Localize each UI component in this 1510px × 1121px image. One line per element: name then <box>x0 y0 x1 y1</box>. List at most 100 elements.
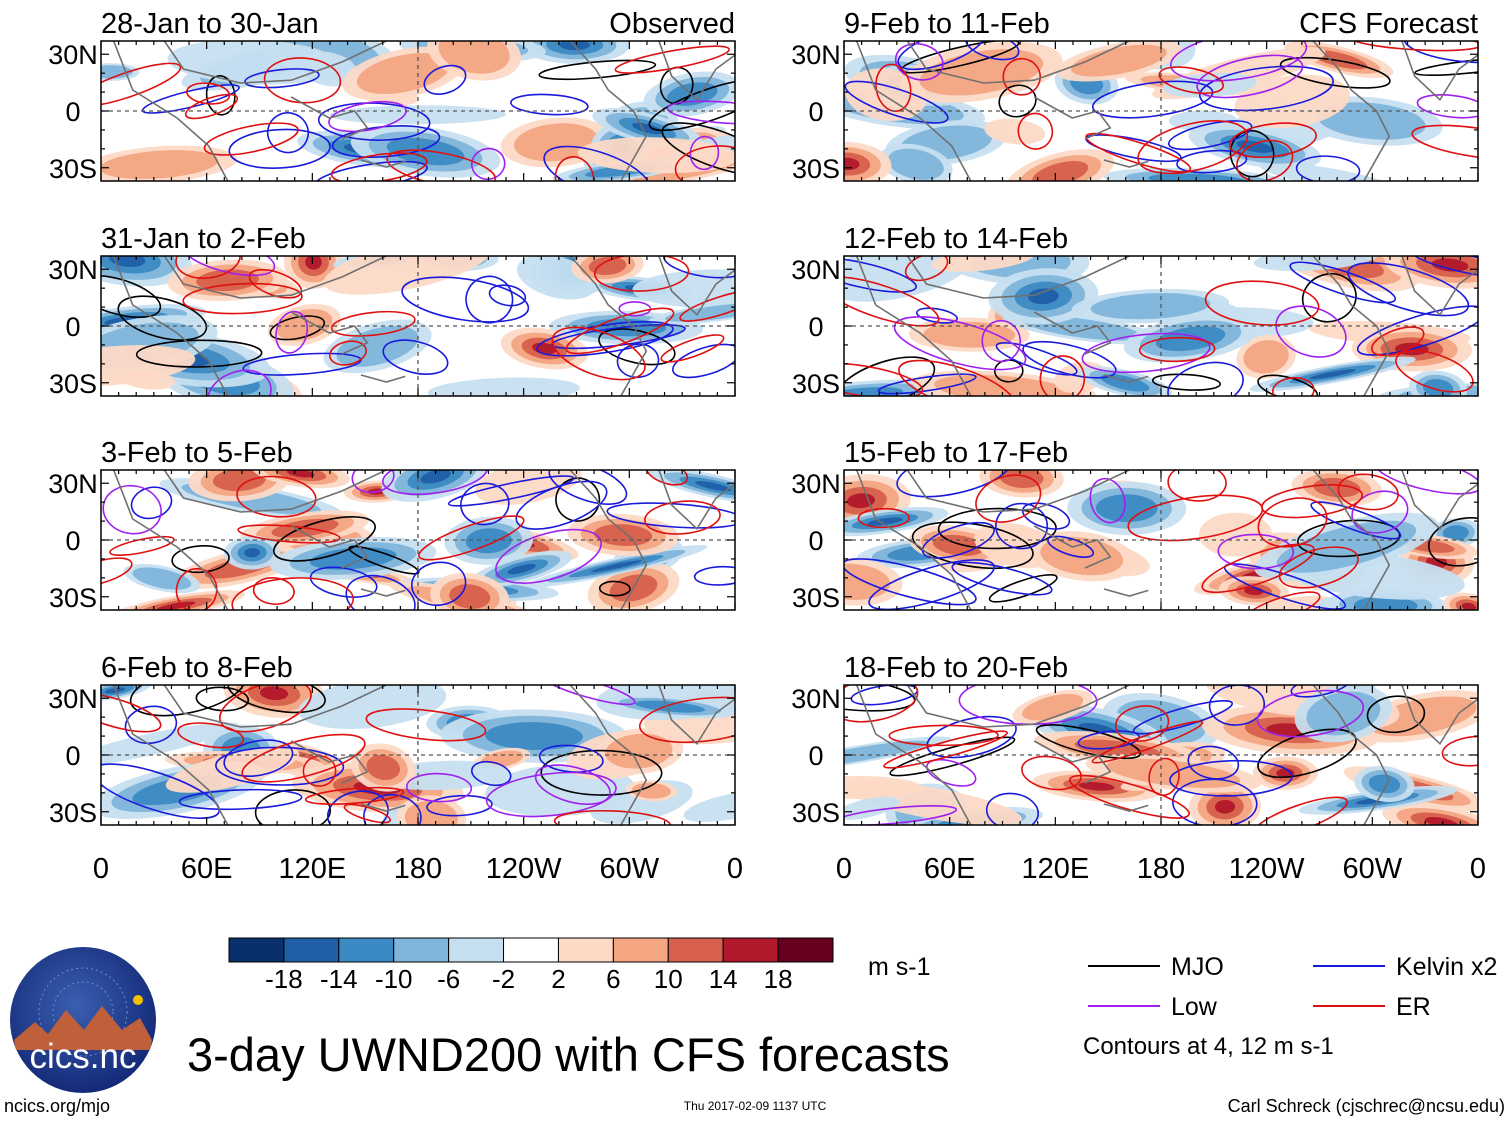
coastline <box>1103 374 1149 383</box>
coastline <box>906 256 1130 299</box>
mjo-contour <box>937 507 1057 550</box>
mjo-contour <box>269 315 326 341</box>
kelvin-contour <box>1167 120 1253 151</box>
panel-title: 31-Jan to 2-Feb <box>101 223 306 255</box>
kelvin-contour <box>460 482 510 526</box>
shade-blob <box>298 685 447 729</box>
panel-title: 6-Feb to 8-Feb <box>101 652 293 684</box>
er-contour <box>1337 473 1399 511</box>
panel: 30N 0 30S 15-Feb to 17-Feb <box>791 437 1479 613</box>
x-tick-label: 0 <box>1470 853 1486 885</box>
low-contour <box>1416 94 1478 119</box>
er-contour <box>1017 112 1054 150</box>
coastline <box>906 41 1130 84</box>
mjo-contour <box>844 356 936 396</box>
shade-blob <box>1317 102 1426 140</box>
mjo-contour <box>659 66 694 105</box>
er-contour <box>1201 543 1315 594</box>
kelvin-contour <box>447 475 575 507</box>
x-tick-label: 60W <box>600 853 660 885</box>
shade-blob <box>1461 602 1477 610</box>
contour-note: Contours at 4, 12 m s-1 <box>1083 1033 1334 1060</box>
shade-blob <box>999 470 1044 489</box>
y-tick-label: 0 <box>808 741 823 771</box>
shade-blob <box>132 567 192 590</box>
kelvin-contour <box>510 93 589 116</box>
low-contour <box>540 685 636 706</box>
er-contour <box>1271 377 1315 396</box>
x-tick-label: 180 <box>394 853 442 885</box>
x-tick-label: 120W <box>1229 853 1305 885</box>
mjo-contour <box>648 78 735 132</box>
er-contour <box>1085 132 1192 173</box>
shade-blob <box>1276 768 1295 778</box>
panel: 30N 0 30S 3-Feb to 5-Feb <box>48 437 736 613</box>
coastlines <box>855 685 1478 825</box>
kelvin-contour <box>426 794 493 817</box>
kelvin-contour <box>1356 305 1478 356</box>
er-contour <box>904 256 949 282</box>
panel-title: 9-Feb to 11-Feb <box>844 8 1050 40</box>
colorbar-label: -10 <box>375 964 413 994</box>
footer-left: ncics.org/mjo <box>4 1096 110 1116</box>
kelvin-contour <box>228 128 331 169</box>
kelvin-contour <box>130 486 173 520</box>
shade-blob <box>438 41 510 74</box>
er-contour <box>660 334 725 363</box>
er-contour <box>175 256 241 279</box>
coastlines <box>855 256 1478 396</box>
er-contour <box>1068 774 1190 819</box>
er-contour <box>1236 139 1294 181</box>
x-tick-label: 60E <box>924 853 976 885</box>
er-contour <box>551 326 646 381</box>
logo-disc <box>10 947 156 1093</box>
panel-title: 18-Feb to 20-Feb <box>844 652 1068 684</box>
kelvin-contour <box>868 559 995 610</box>
er-contour <box>1039 355 1086 396</box>
kelvin-contour <box>616 343 660 379</box>
er-contour <box>1229 122 1317 158</box>
coastline <box>1312 256 1391 396</box>
er-contour <box>203 122 299 156</box>
shade-blob <box>632 122 663 135</box>
coastline <box>360 803 406 812</box>
logo-ring <box>38 967 128 1057</box>
low-contour <box>181 256 276 277</box>
coastline <box>1401 470 1478 531</box>
low-contour <box>1081 332 1211 374</box>
shade-blob <box>844 157 860 171</box>
er-contour <box>185 82 231 105</box>
coastline <box>658 470 735 531</box>
y-tick-label: 30S <box>49 583 97 613</box>
mjo-contour <box>988 574 1058 603</box>
kelvin-contour <box>543 145 652 181</box>
mjo-contour <box>998 84 1037 118</box>
y-tick-label: 0 <box>65 741 80 771</box>
kelvin-contour <box>844 558 977 606</box>
er-contour <box>679 289 735 322</box>
panel: 30N 0 30S 18-Feb to 20-Feb <box>791 652 1479 828</box>
coastline <box>290 740 369 784</box>
shade-blob <box>1368 774 1401 794</box>
shade-blob <box>984 118 1046 145</box>
colorbar-label: 10 <box>654 964 683 994</box>
coastline <box>290 96 369 140</box>
shade-blob <box>465 528 512 554</box>
er-contour <box>593 256 690 292</box>
kelvin-contour <box>1167 361 1244 396</box>
y-tick-label: 0 <box>65 97 80 127</box>
shade-blob <box>634 700 705 713</box>
shade-blob <box>1276 520 1417 573</box>
er-contour <box>1091 720 1204 764</box>
low-contour <box>102 484 162 535</box>
coastline <box>112 41 229 181</box>
shade-blob <box>323 256 493 295</box>
legend-label: MJO <box>1171 953 1224 981</box>
shade-blob <box>1022 693 1084 721</box>
colorbar-label: 6 <box>606 964 620 994</box>
mjo-contour <box>555 477 601 522</box>
er-contour <box>219 685 312 733</box>
logo-sun <box>133 995 143 1005</box>
